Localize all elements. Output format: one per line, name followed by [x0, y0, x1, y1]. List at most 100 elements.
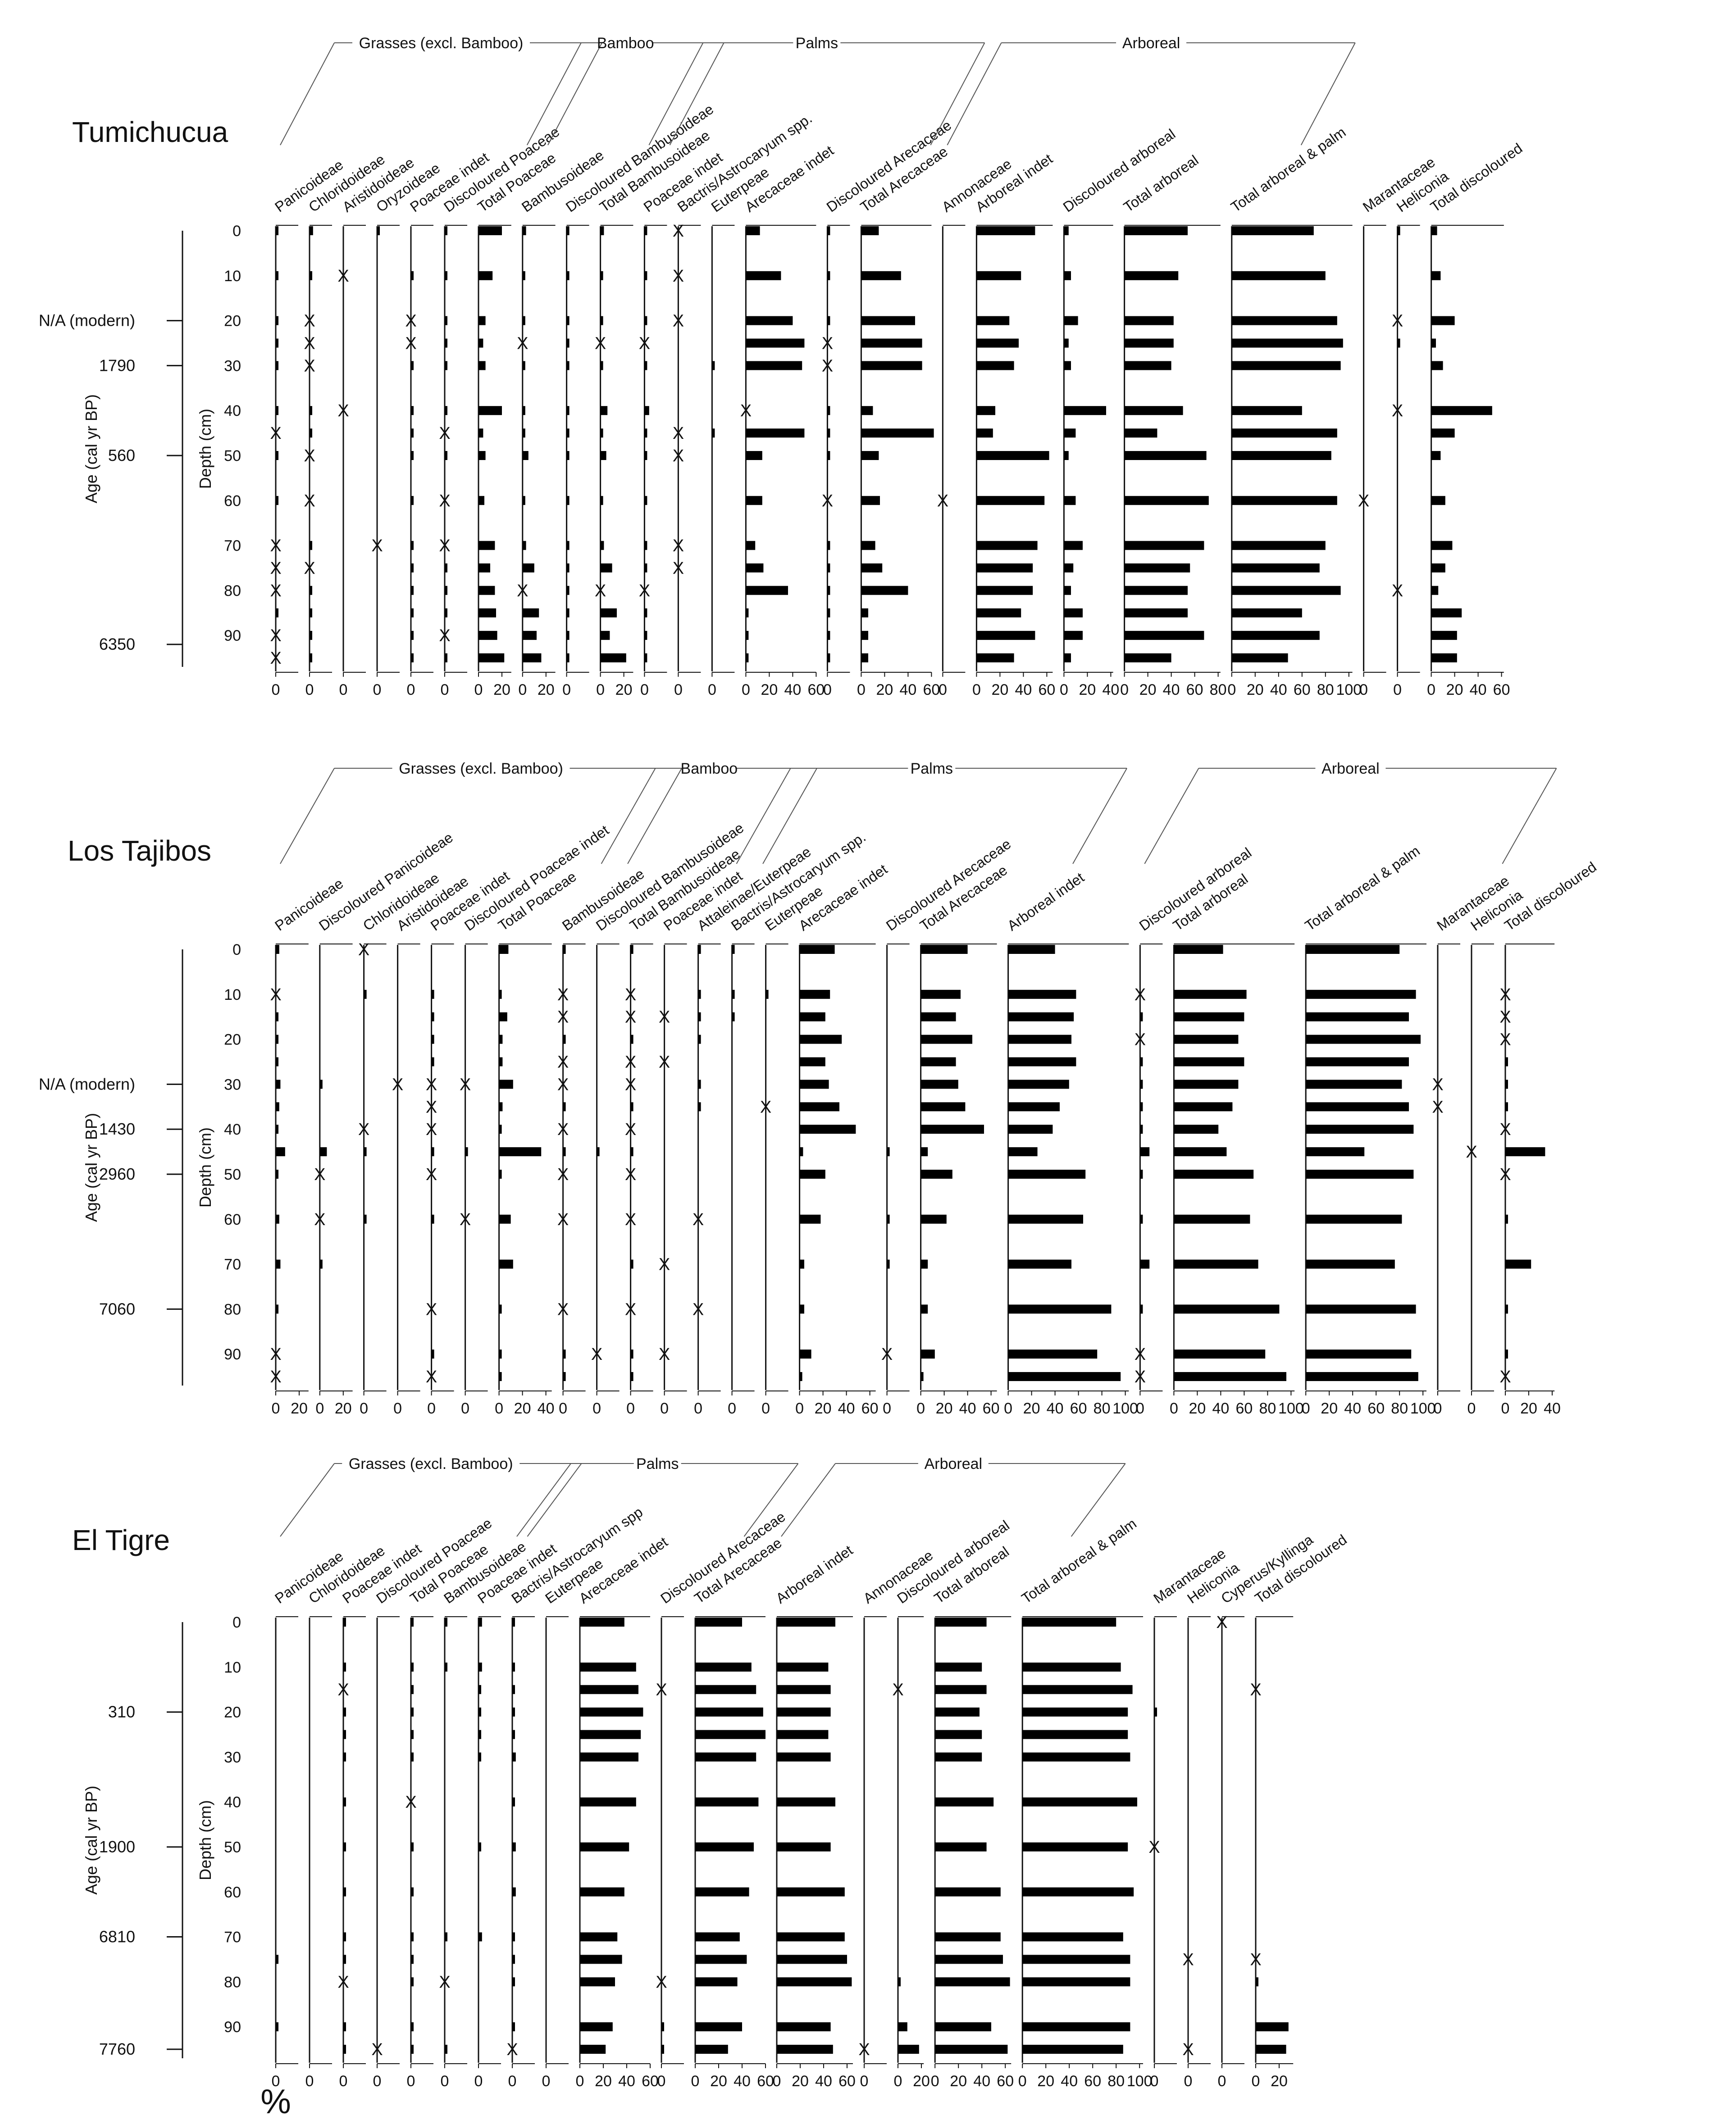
x-tick-label: 0: [272, 681, 280, 698]
pollen-bar: [630, 945, 633, 954]
pollen-bar: [1231, 631, 1320, 640]
pollen-bar: [445, 316, 447, 325]
trace-marker: X: [1148, 1838, 1160, 1857]
x-tick-label: 0: [360, 1400, 368, 1417]
x-tick-label: 0: [518, 681, 527, 698]
trace-marker: X: [595, 581, 606, 600]
pollen-bar: [827, 608, 830, 618]
trace-marker: X: [358, 1120, 369, 1139]
pollen-bar: [1256, 2045, 1286, 2054]
x-tick-label: 20: [1321, 1400, 1338, 1417]
pollen-bar: [431, 1057, 434, 1067]
taxon-label: Bactris/Astrocaryum spp.: [728, 829, 869, 934]
pollen-bar: [920, 1169, 952, 1179]
pollen-bar: [411, 631, 414, 640]
pollen-bar: [630, 1147, 633, 1157]
pollen-bar: [746, 563, 764, 573]
x-tick-label: 0: [339, 2073, 348, 2090]
pollen-bar: [935, 2022, 991, 2032]
x-tick-label: 0: [576, 2073, 584, 2090]
pollen-bar: [777, 1797, 835, 1807]
pollen-bar: [566, 429, 570, 438]
pollen-bar: [411, 2022, 414, 2032]
x-tick-label: 0: [657, 2073, 666, 2090]
pollen-bar: [799, 1102, 839, 1112]
pollen-bar: [976, 631, 1035, 640]
pollen-bar: [861, 586, 908, 595]
pollen-bar: [1140, 1057, 1143, 1067]
pollen-bar: [1231, 451, 1331, 460]
bracket-left-leg: [280, 768, 335, 864]
pollen-bar: [580, 1977, 615, 1987]
pollen-bar: [276, 361, 278, 370]
x-tick-label: 0: [1252, 2073, 1260, 2090]
pollen-bar: [920, 1080, 958, 1089]
x-tick-label: 0: [562, 681, 571, 698]
pollen-bar: [276, 1102, 279, 1112]
pollen-bar: [1124, 608, 1188, 618]
pollen-bar: [319, 1080, 323, 1089]
pollen-bar: [411, 429, 414, 438]
trace-marker: X: [625, 1210, 636, 1229]
pollen-bar: [478, 338, 483, 348]
pollen-bar: [522, 563, 534, 573]
pollen-bar: [695, 2045, 728, 2054]
group-bracket: Arboreal: [781, 1455, 1126, 1537]
depth-tick-label: 40: [224, 1121, 241, 1138]
bracket-left-leg: [280, 1463, 335, 1537]
pollen-bar: [1174, 1350, 1266, 1359]
pollen-bar: [276, 1955, 278, 1964]
pollen-bar: [600, 541, 604, 550]
pollen-bar: [411, 1752, 414, 1762]
pollen-bar: [512, 1752, 516, 1762]
pollen-bar: [411, 1887, 414, 1897]
pollen-bar: [343, 1707, 346, 1717]
pollen-bar: [310, 608, 312, 618]
pollen-bar: [478, 1932, 482, 1942]
trace-marker: X: [1250, 1950, 1261, 1969]
pollen-bar: [522, 451, 529, 460]
pollen-bar: [522, 653, 542, 663]
pollen-bar: [1140, 1304, 1143, 1314]
pollen-bar: [276, 338, 278, 348]
trace-marker: X: [426, 1075, 437, 1094]
trace-marker: X: [426, 1300, 437, 1319]
x-tick-label: 20: [761, 681, 778, 698]
pollen-bar: [1154, 1707, 1157, 1717]
pollen-bar: [512, 1887, 516, 1897]
pollen-bar: [887, 1147, 890, 1157]
taxon-column-16: Total arboreal & palm 0 20 40 60 80 100: [1018, 1515, 1153, 2090]
depth-tick-label: 20: [224, 313, 241, 330]
pollen-bar: [1022, 1977, 1130, 1987]
pollen-bar: [1431, 653, 1457, 663]
taxon-column-20: Total arboreal & palm 0 20 40 60 80 100: [1302, 843, 1436, 1417]
pollen-bar: [566, 563, 570, 573]
bracket-right-leg: [762, 768, 817, 864]
pollen-bar: [499, 1169, 502, 1179]
bracket-left-leg: [526, 42, 582, 146]
trace-marker: X: [822, 356, 833, 375]
pollen-bar: [319, 1147, 327, 1157]
pollen-bar: [1140, 1102, 1143, 1112]
trace-marker: X: [1135, 985, 1146, 1004]
trace-marker: X: [405, 312, 416, 331]
x-tick-label: 20: [595, 2073, 612, 2090]
trace-marker: X: [426, 1098, 437, 1117]
pollen-bar: [310, 429, 312, 438]
group-label: Arboreal: [1321, 760, 1380, 777]
x-tick-label: 40: [973, 2073, 990, 2090]
pollen-bar: [1064, 586, 1071, 595]
pollen-bar: [644, 226, 647, 235]
pollen-bar: [1431, 271, 1441, 280]
pollen-bar: [478, 271, 493, 280]
pollen-bar: [644, 496, 647, 505]
pollen-bar: [1174, 945, 1223, 954]
group-bracket: Grasses (excl. Bamboo): [280, 35, 602, 146]
depth-tick-label: 0: [232, 941, 241, 958]
